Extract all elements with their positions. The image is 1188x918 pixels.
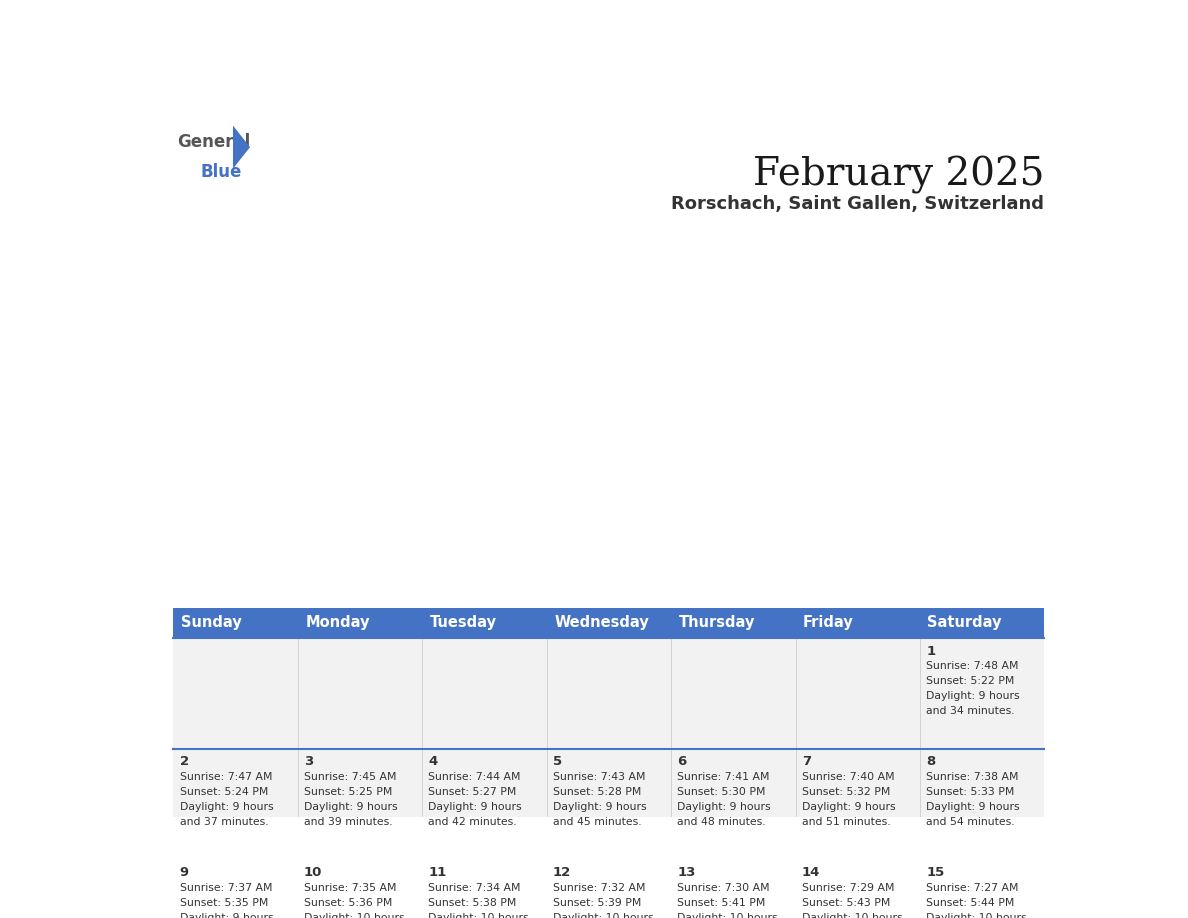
- Text: Sunrise: 7:37 AM
Sunset: 5:35 PM
Daylight: 9 hours
and 57 minutes.: Sunrise: 7:37 AM Sunset: 5:35 PM Dayligh…: [179, 883, 273, 918]
- Text: Sunrise: 7:35 AM
Sunset: 5:36 PM
Daylight: 10 hours
and 1 minute.: Sunrise: 7:35 AM Sunset: 5:36 PM Dayligh…: [304, 883, 405, 918]
- Bar: [920, 608, 1044, 638]
- Text: 1: 1: [927, 644, 935, 657]
- Bar: [422, 749, 546, 860]
- Text: Sunrise: 7:34 AM
Sunset: 5:38 PM
Daylight: 10 hours
and 4 minutes.: Sunrise: 7:34 AM Sunset: 5:38 PM Dayligh…: [429, 883, 529, 918]
- Text: 15: 15: [927, 867, 944, 879]
- Polygon shape: [233, 126, 249, 169]
- Bar: [173, 860, 298, 918]
- Text: Sunday: Sunday: [181, 615, 241, 631]
- Text: Sunrise: 7:30 AM
Sunset: 5:41 PM
Daylight: 10 hours
and 10 minutes.: Sunrise: 7:30 AM Sunset: 5:41 PM Dayligh…: [677, 883, 778, 918]
- Text: Tuesday: Tuesday: [430, 615, 497, 631]
- Bar: [298, 638, 422, 749]
- Text: Sunrise: 7:43 AM
Sunset: 5:28 PM
Daylight: 9 hours
and 45 minutes.: Sunrise: 7:43 AM Sunset: 5:28 PM Dayligh…: [552, 772, 646, 827]
- Text: Sunrise: 7:27 AM
Sunset: 5:44 PM
Daylight: 10 hours
and 16 minutes.: Sunrise: 7:27 AM Sunset: 5:44 PM Dayligh…: [927, 883, 1026, 918]
- Text: 4: 4: [429, 756, 437, 768]
- Bar: [671, 860, 796, 918]
- Text: Sunrise: 7:48 AM
Sunset: 5:22 PM
Daylight: 9 hours
and 34 minutes.: Sunrise: 7:48 AM Sunset: 5:22 PM Dayligh…: [927, 662, 1019, 716]
- Bar: [422, 860, 546, 918]
- Text: 3: 3: [304, 756, 314, 768]
- Text: Monday: Monday: [305, 615, 369, 631]
- Text: Thursday: Thursday: [678, 615, 754, 631]
- Text: Sunrise: 7:40 AM
Sunset: 5:32 PM
Daylight: 9 hours
and 51 minutes.: Sunrise: 7:40 AM Sunset: 5:32 PM Dayligh…: [802, 772, 896, 827]
- Bar: [546, 608, 671, 638]
- Text: Rorschach, Saint Gallen, Switzerland: Rorschach, Saint Gallen, Switzerland: [671, 195, 1044, 213]
- Text: 2: 2: [179, 756, 189, 768]
- Bar: [920, 860, 1044, 918]
- Text: 13: 13: [677, 867, 696, 879]
- Text: Sunrise: 7:41 AM
Sunset: 5:30 PM
Daylight: 9 hours
and 48 minutes.: Sunrise: 7:41 AM Sunset: 5:30 PM Dayligh…: [677, 772, 771, 827]
- Bar: [546, 749, 671, 860]
- Text: Sunrise: 7:44 AM
Sunset: 5:27 PM
Daylight: 9 hours
and 42 minutes.: Sunrise: 7:44 AM Sunset: 5:27 PM Dayligh…: [429, 772, 522, 827]
- Bar: [173, 608, 298, 638]
- Bar: [796, 749, 920, 860]
- Text: 5: 5: [552, 756, 562, 768]
- Bar: [422, 638, 546, 749]
- Text: 7: 7: [802, 756, 811, 768]
- Bar: [671, 608, 796, 638]
- Bar: [422, 608, 546, 638]
- Text: 6: 6: [677, 756, 687, 768]
- Text: 11: 11: [429, 867, 447, 879]
- Text: Blue: Blue: [201, 162, 242, 181]
- Bar: [546, 638, 671, 749]
- Text: 10: 10: [304, 867, 322, 879]
- Bar: [796, 638, 920, 749]
- Bar: [671, 749, 796, 860]
- Text: Wednesday: Wednesday: [554, 615, 649, 631]
- Bar: [671, 638, 796, 749]
- Bar: [173, 749, 298, 860]
- Bar: [173, 638, 298, 749]
- Bar: [920, 638, 1044, 749]
- Text: 8: 8: [927, 756, 935, 768]
- Text: Sunrise: 7:47 AM
Sunset: 5:24 PM
Daylight: 9 hours
and 37 minutes.: Sunrise: 7:47 AM Sunset: 5:24 PM Dayligh…: [179, 772, 273, 827]
- Text: Friday: Friday: [803, 615, 854, 631]
- Text: Sunrise: 7:32 AM
Sunset: 5:39 PM
Daylight: 10 hours
and 7 minutes.: Sunrise: 7:32 AM Sunset: 5:39 PM Dayligh…: [552, 883, 653, 918]
- Text: General: General: [177, 133, 251, 151]
- Bar: [546, 860, 671, 918]
- Text: Sunrise: 7:29 AM
Sunset: 5:43 PM
Daylight: 10 hours
and 13 minutes.: Sunrise: 7:29 AM Sunset: 5:43 PM Dayligh…: [802, 883, 903, 918]
- Text: 12: 12: [552, 867, 571, 879]
- Bar: [920, 749, 1044, 860]
- Bar: [298, 860, 422, 918]
- Text: 9: 9: [179, 867, 189, 879]
- Text: Sunrise: 7:38 AM
Sunset: 5:33 PM
Daylight: 9 hours
and 54 minutes.: Sunrise: 7:38 AM Sunset: 5:33 PM Dayligh…: [927, 772, 1019, 827]
- Text: Sunrise: 7:45 AM
Sunset: 5:25 PM
Daylight: 9 hours
and 39 minutes.: Sunrise: 7:45 AM Sunset: 5:25 PM Dayligh…: [304, 772, 398, 827]
- Bar: [796, 860, 920, 918]
- Text: 14: 14: [802, 867, 820, 879]
- Text: February 2025: February 2025: [753, 156, 1044, 195]
- Bar: [298, 608, 422, 638]
- Bar: [298, 749, 422, 860]
- Bar: [796, 608, 920, 638]
- Text: Saturday: Saturday: [928, 615, 1001, 631]
